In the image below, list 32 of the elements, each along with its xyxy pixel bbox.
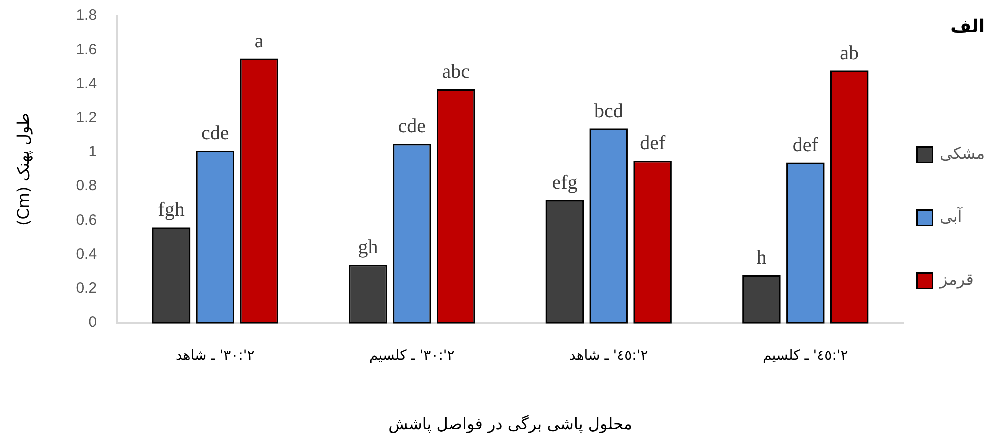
y-tick-label: 1.6 [76, 41, 98, 58]
data-label: gh [358, 236, 378, 259]
data-label: def [792, 134, 819, 156]
y-tick-label: 1 [88, 144, 98, 161]
data-label: def [640, 132, 666, 155]
y-tick-label: 0 [88, 314, 98, 332]
data-label: a [254, 30, 264, 52]
data-label: fgh [158, 199, 185, 222]
y-tick-label: 1.8 [76, 7, 98, 24]
y-axis-title: طول پهنک (Cm) [14, 112, 33, 226]
data-label: cde [398, 116, 426, 138]
legend-label: آبی [940, 206, 964, 226]
y-tick-label: 1.4 [76, 75, 98, 92]
y-tick-label: 0.6 [76, 212, 98, 229]
x-tick-label: ٢':٤٥' ـ کلسیم [762, 348, 848, 364]
y-tick-label: 0.8 [76, 178, 98, 195]
y-tick-label: 0.2 [76, 280, 98, 298]
data-label: cde [202, 122, 230, 144]
data-label: efg [552, 172, 578, 194]
text: الف [950, 16, 985, 38]
x-tick-label: ٢':٣٠' ـ کلسیم [369, 348, 455, 364]
x-tick-label: ٢':٤٥' ـ شاهد [570, 348, 648, 364]
data-label: bcd [594, 100, 624, 122]
data-label: ab [840, 42, 860, 64]
y-tick-label: 1.2 [76, 109, 98, 126]
x-tick-label: ٢':٣٠' ـ شاهد [176, 348, 255, 364]
data-label: abc [442, 61, 470, 84]
data-label: h [756, 246, 767, 269]
x-axis-title: محلول پاشی برگی در فواصل پاشش [388, 414, 632, 434]
y-tick-label: 0.4 [76, 246, 98, 263]
legend-label: قرمز [939, 270, 974, 290]
legend-label: مشکی [940, 144, 986, 164]
